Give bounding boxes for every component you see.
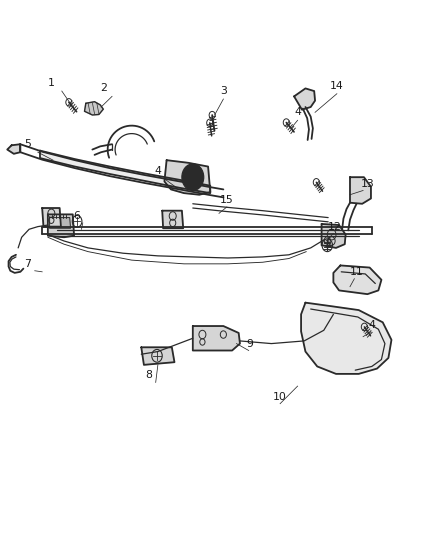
Polygon shape xyxy=(49,217,71,228)
Polygon shape xyxy=(164,160,210,195)
Text: 3: 3 xyxy=(220,86,227,96)
Text: 12: 12 xyxy=(328,222,342,232)
Polygon shape xyxy=(162,211,183,228)
Text: 11: 11 xyxy=(350,267,364,277)
Polygon shape xyxy=(321,224,346,248)
Polygon shape xyxy=(40,151,210,193)
Text: 4: 4 xyxy=(294,107,301,117)
Polygon shape xyxy=(85,102,103,115)
Polygon shape xyxy=(7,144,20,154)
Polygon shape xyxy=(141,348,174,365)
Text: 15: 15 xyxy=(220,195,234,205)
Text: 5: 5 xyxy=(25,139,31,149)
Polygon shape xyxy=(193,326,240,351)
Polygon shape xyxy=(42,208,61,227)
Polygon shape xyxy=(294,88,315,110)
Text: 2: 2 xyxy=(100,83,107,93)
Text: 13: 13 xyxy=(360,179,374,189)
Text: 6: 6 xyxy=(74,211,81,221)
Text: 8: 8 xyxy=(146,370,152,381)
Text: 9: 9 xyxy=(246,338,253,349)
Text: 1: 1 xyxy=(47,78,54,88)
Polygon shape xyxy=(301,303,392,374)
Text: 4: 4 xyxy=(368,320,375,330)
Polygon shape xyxy=(350,177,371,204)
Circle shape xyxy=(182,164,204,190)
Text: 4: 4 xyxy=(155,166,161,176)
Text: 10: 10 xyxy=(273,392,287,402)
Polygon shape xyxy=(48,214,74,237)
Text: 14: 14 xyxy=(330,81,344,91)
Text: 7: 7 xyxy=(25,259,31,269)
Polygon shape xyxy=(333,265,381,294)
